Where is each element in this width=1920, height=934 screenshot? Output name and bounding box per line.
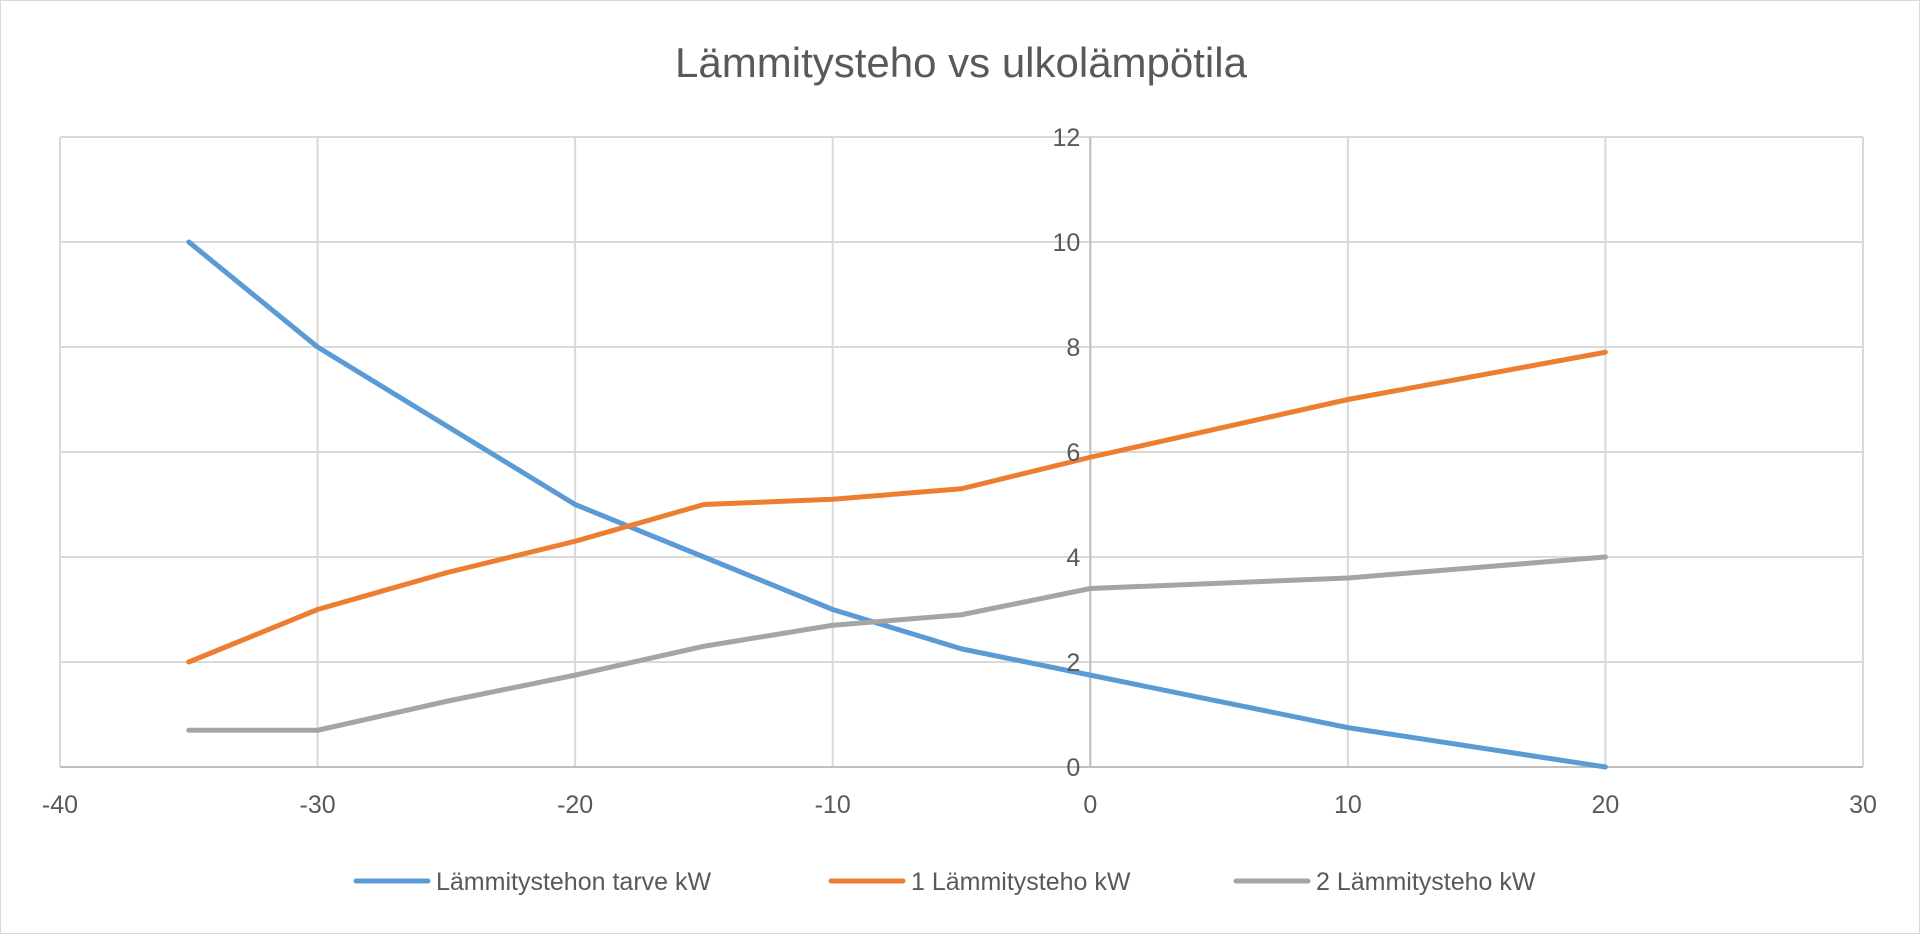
series-lines <box>186 239 1608 770</box>
x-tick-label: 0 <box>1083 791 1097 819</box>
series-line <box>186 239 1608 770</box>
x-tick-label: 10 <box>1334 791 1362 819</box>
gridlines <box>59 136 1864 768</box>
y-tick-label: 2 <box>1066 649 1080 677</box>
x-tick-label: -40 <box>42 791 78 819</box>
legend: Lämmitystehon tarve kW 1 Lämmitysteho kW 2… <box>353 868 1536 896</box>
y-tick-label: 4 <box>1066 544 1080 572</box>
series-line <box>186 554 1608 733</box>
y-tick-label: 12 <box>1052 124 1080 152</box>
x-tick-label: 30 <box>1849 791 1877 819</box>
legend-label: Lämmitystehon tarve kW <box>436 868 711 896</box>
chart-title: Lämmitysteho vs ulkolämpötila <box>675 39 1248 86</box>
y-tick-label: 6 <box>1066 439 1080 467</box>
tick-labels: -40 -30 -20 -10 0 10 20 30 0 2 4 6 8 10 12 <box>42 124 1877 819</box>
legend-label: 2 Lämmitysteho kW <box>1316 868 1536 896</box>
y-tick-label: 0 <box>1066 754 1080 782</box>
y-tick-label: 8 <box>1066 334 1080 362</box>
x-tick-label: -30 <box>300 791 336 819</box>
x-tick-label: -20 <box>557 791 593 819</box>
axes <box>60 137 1863 768</box>
y-tick-label: 10 <box>1052 229 1080 257</box>
series-line <box>186 349 1608 665</box>
legend-label: 1 Lämmitysteho kW <box>911 868 1131 896</box>
x-tick-label: 20 <box>1592 791 1620 819</box>
x-tick-label: -10 <box>815 791 851 819</box>
